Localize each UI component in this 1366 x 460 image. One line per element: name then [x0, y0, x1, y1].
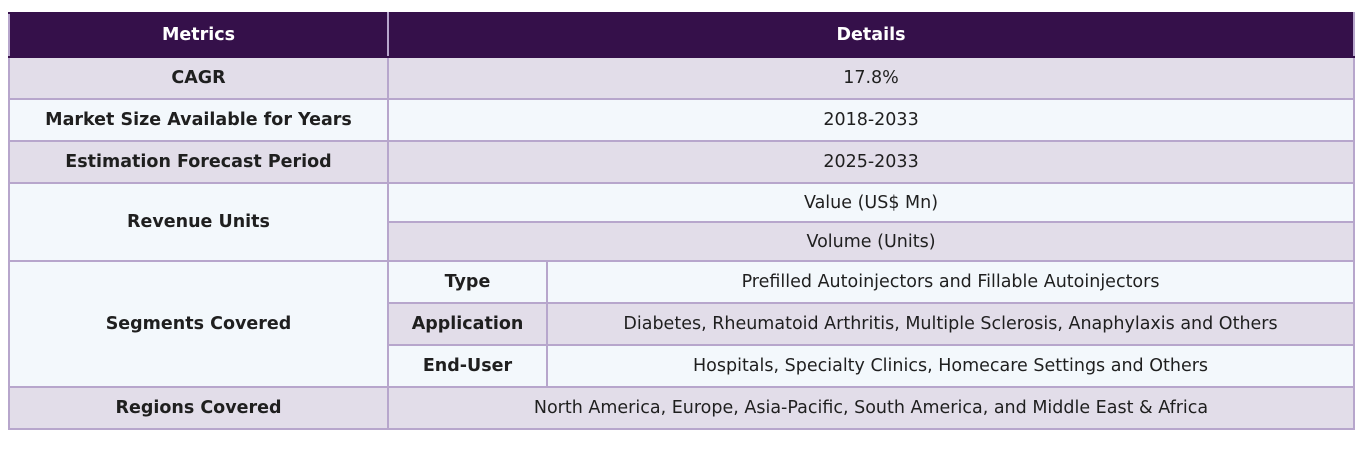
cagr-label: CAGR	[8, 56, 389, 100]
segment-application-value: Diabetes, Rheumatoid Arthritis, Multiple…	[545, 302, 1356, 346]
regions-value: North America, Europe, Asia-Pacific, Sou…	[386, 386, 1356, 430]
revenue-units-volume: Volume (Units)	[386, 221, 1356, 262]
table-row: Market Size Available for Years 2018-203…	[8, 98, 1356, 142]
report-scope-table: Metrics Details CAGR 17.8% Market Size A…	[8, 12, 1356, 430]
market-size-label: Market Size Available for Years	[8, 98, 389, 142]
table-row: CAGR 17.8%	[8, 56, 1356, 100]
cagr-value: 17.8%	[386, 56, 1356, 100]
segment-type-label: Type	[387, 260, 548, 304]
forecast-value: 2025-2033	[386, 140, 1356, 184]
segments-label: Segments Covered	[8, 260, 389, 388]
details-header: Details	[386, 12, 1356, 58]
table-row: Estimation Forecast Period 2025-2033	[8, 140, 1356, 184]
market-size-value: 2018-2033	[386, 98, 1356, 142]
metrics-header: Metrics	[8, 12, 389, 58]
revenue-units-value: Value (US$ Mn)	[386, 182, 1356, 223]
table-row: Regions Covered North America, Europe, A…	[8, 386, 1356, 430]
revenue-units-label: Revenue Units	[8, 182, 389, 262]
report-scope-table-wrapper: Metrics Details CAGR 17.8% Market Size A…	[8, 12, 1356, 430]
regions-label: Regions Covered	[8, 386, 389, 430]
table-row: Segments Covered Type Prefilled Autoinje…	[8, 260, 1356, 388]
segment-end-user-value: Hospitals, Specialty Clinics, Homecare S…	[545, 344, 1356, 388]
table-row: End-User Hospitals, Specialty Clinics, H…	[9, 344, 1356, 388]
segment-type-value: Prefilled Autoinjectors and Fillable Aut…	[545, 260, 1356, 304]
table-row: Application Diabetes, Rheumatoid Arthrit…	[9, 302, 1356, 346]
segment-end-user-label: End-User	[387, 344, 548, 388]
forecast-label: Estimation Forecast Period	[8, 140, 389, 184]
table-row: Volume (Units)	[9, 221, 1356, 262]
segment-application-label: Application	[387, 302, 548, 346]
table-row: Revenue Units Value (US$ Mn)	[8, 182, 1356, 262]
table-header-row: Metrics Details	[8, 12, 1356, 58]
